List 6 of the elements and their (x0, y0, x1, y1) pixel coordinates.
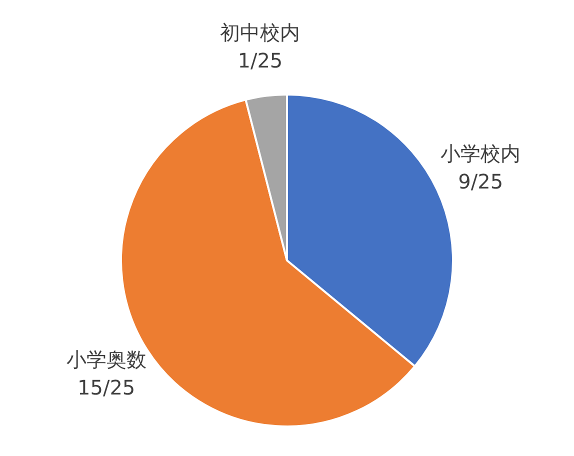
data-label: 15/25 (77, 375, 136, 400)
slice-label: 小学校内 (440, 142, 521, 166)
data-label: 1/25 (238, 48, 283, 72)
slice-label: 小学奥数 (66, 347, 146, 372)
data-label: 9/25 (458, 170, 504, 194)
slice-label: 初中校内 (220, 20, 300, 44)
